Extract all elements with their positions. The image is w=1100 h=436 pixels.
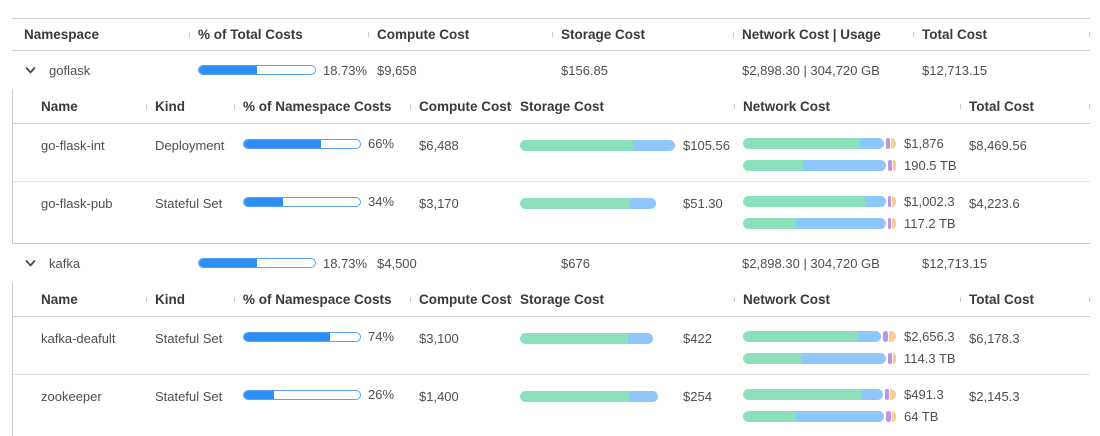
pct-total-costs-value: 18.73% — [323, 255, 368, 271]
header-total-cost: Total Cost — [960, 292, 1090, 307]
workload-kind: Deployment — [155, 138, 225, 153]
header-kind: Kind — [146, 99, 234, 114]
workload-kind: Stateful Set — [155, 331, 223, 346]
header-pct-namespace-costs: % of Namespace Costs — [234, 99, 410, 114]
header-compute-cost: Compute Cost — [368, 27, 552, 42]
workload-header-row: Name Kind % of Namespace Costs Compute C… — [13, 89, 1090, 124]
header-storage-cost: Storage Cost — [511, 292, 734, 307]
chevron-down-icon[interactable] — [24, 64, 37, 77]
header-name: Name — [41, 291, 78, 307]
workload-row-kafka-deafult: kafka-deafult Stateful Set 74% $3,100 $4… — [13, 317, 1090, 374]
namespace-row-kafka[interactable]: kafka 18.73% $4,500 $676 $2,898.30 | 304… — [12, 244, 1090, 282]
header-storage-cost: Storage Cost — [552, 27, 733, 42]
storage-cost-bar — [520, 140, 675, 151]
workload-kind: Stateful Set — [155, 389, 223, 404]
workload-row-go-flask-pub: go-flask-pub Stateful Set 34% $3,170 $51… — [13, 181, 1090, 243]
header-network-cost-usage: Network Cost | Usage — [733, 27, 913, 42]
network-cost-usage-value: $2,898.30 | 304,720 GB — [742, 62, 880, 78]
storage-cost-value: $105.56 — [683, 138, 730, 153]
network-usage-bar — [743, 411, 896, 422]
header-total-cost: Total Cost — [913, 27, 1090, 42]
workload-table-goflask: Name Kind % of Namespace Costs Compute C… — [12, 89, 1090, 244]
storage-cost-value: $51.30 — [683, 196, 723, 211]
cost-table: Namespace % of Total Costs Compute Cost … — [12, 18, 1090, 436]
workload-kind: Stateful Set — [155, 196, 223, 211]
network-cost-value: $491.3 — [904, 387, 944, 402]
network-cost-value: $1,876 — [904, 136, 944, 151]
header-pct-total-costs: % of Total Costs — [189, 27, 368, 42]
network-usage-value: 64 TB — [904, 409, 939, 424]
pct-namespace-costs-value: 34% — [368, 194, 395, 209]
pct-namespace-costs-value: 74% — [368, 329, 395, 344]
header-namespace: Namespace — [24, 27, 100, 42]
total-cost-value: $6,178.3 — [969, 331, 1020, 346]
workload-row-go-flask-int: go-flask-int Deployment 66% $6,488 $105.… — [13, 124, 1090, 181]
header-pct-namespace-costs: % of Namespace Costs — [234, 292, 410, 307]
header-network-cost: Network Cost — [734, 292, 960, 307]
chevron-down-icon[interactable] — [24, 257, 37, 270]
compute-cost-value: $9,658 — [377, 62, 417, 78]
network-cost-bar — [743, 389, 896, 400]
pct-namespace-costs-value: 66% — [368, 136, 395, 151]
storage-cost-value: $422 — [683, 331, 712, 346]
network-cost-value: $1,002.3 — [904, 194, 955, 209]
network-cost-bar — [743, 138, 896, 149]
pct-total-costs-bar — [198, 258, 316, 268]
pct-namespace-costs-value: 26% — [368, 387, 395, 402]
workload-table-kafka: Name Kind % of Namespace Costs Compute C… — [12, 282, 1090, 436]
total-cost-value: $2,145.3 — [969, 389, 1020, 404]
namespace-header-row: Namespace % of Total Costs Compute Cost … — [12, 18, 1090, 51]
network-cost-bar — [743, 331, 896, 342]
total-cost-value: $12,713.15 — [922, 255, 988, 271]
storage-cost-bar — [520, 333, 654, 344]
total-cost-value: $12,713.15 — [922, 62, 988, 78]
workload-name: zookeeper — [41, 389, 102, 404]
namespace-name: goflask — [49, 62, 91, 78]
header-compute-cost: Compute Cost — [410, 99, 511, 114]
namespace-name: kafka — [49, 255, 81, 271]
total-cost-value: $4,223.6 — [969, 196, 1020, 211]
workload-header-row: Name Kind % of Namespace Costs Compute C… — [13, 282, 1090, 317]
network-usage-bar — [743, 218, 896, 229]
pct-namespace-costs-bar — [243, 331, 361, 342]
header-network-cost: Network Cost — [734, 99, 960, 114]
pct-total-costs-value: 18.73% — [323, 62, 368, 78]
network-usage-bar — [743, 353, 896, 364]
compute-cost-value: $3,100 — [419, 331, 459, 346]
workload-row-zookeeper: zookeeper Stateful Set 26% $1,400 $254 $… — [13, 374, 1090, 436]
workload-name: go-flask-int — [41, 138, 105, 153]
pct-total-costs-bar — [198, 65, 316, 75]
namespace-row-goflask[interactable]: goflask 18.73% $9,658 $156.85 $2,898.30 … — [12, 51, 1090, 89]
total-cost-value: $8,469.56 — [969, 138, 1027, 153]
storage-cost-bar — [520, 391, 658, 402]
workload-name: go-flask-pub — [41, 196, 113, 211]
network-usage-value: 117.2 TB — [904, 216, 956, 231]
workload-name: kafka-deafult — [41, 331, 116, 346]
header-name: Name — [41, 98, 78, 114]
storage-cost-value: $676 — [561, 255, 590, 271]
header-kind: Kind — [146, 292, 234, 307]
network-usage-bar — [743, 160, 896, 171]
compute-cost-value: $1,400 — [419, 389, 459, 404]
storage-cost-value: $156.85 — [561, 62, 608, 78]
header-storage-cost: Storage Cost — [511, 99, 734, 114]
header-compute-cost: Compute Cost — [410, 292, 511, 307]
network-cost-usage-value: $2,898.30 | 304,720 GB — [742, 255, 880, 271]
storage-cost-bar — [520, 198, 657, 209]
network-usage-value: 114.3 TB — [904, 351, 956, 366]
compute-cost-value: $6,488 — [419, 138, 459, 153]
network-cost-value: $2,656.3 — [904, 329, 955, 344]
header-total-cost: Total Cost — [960, 99, 1090, 114]
pct-namespace-costs-bar — [243, 389, 361, 400]
pct-namespace-costs-bar — [243, 196, 361, 207]
network-cost-bar — [743, 196, 896, 207]
compute-cost-value: $4,500 — [377, 255, 417, 271]
pct-namespace-costs-bar — [243, 138, 361, 149]
storage-cost-value: $254 — [683, 389, 712, 404]
network-usage-value: 190.5 TB — [904, 158, 957, 173]
compute-cost-value: $3,170 — [419, 196, 459, 211]
